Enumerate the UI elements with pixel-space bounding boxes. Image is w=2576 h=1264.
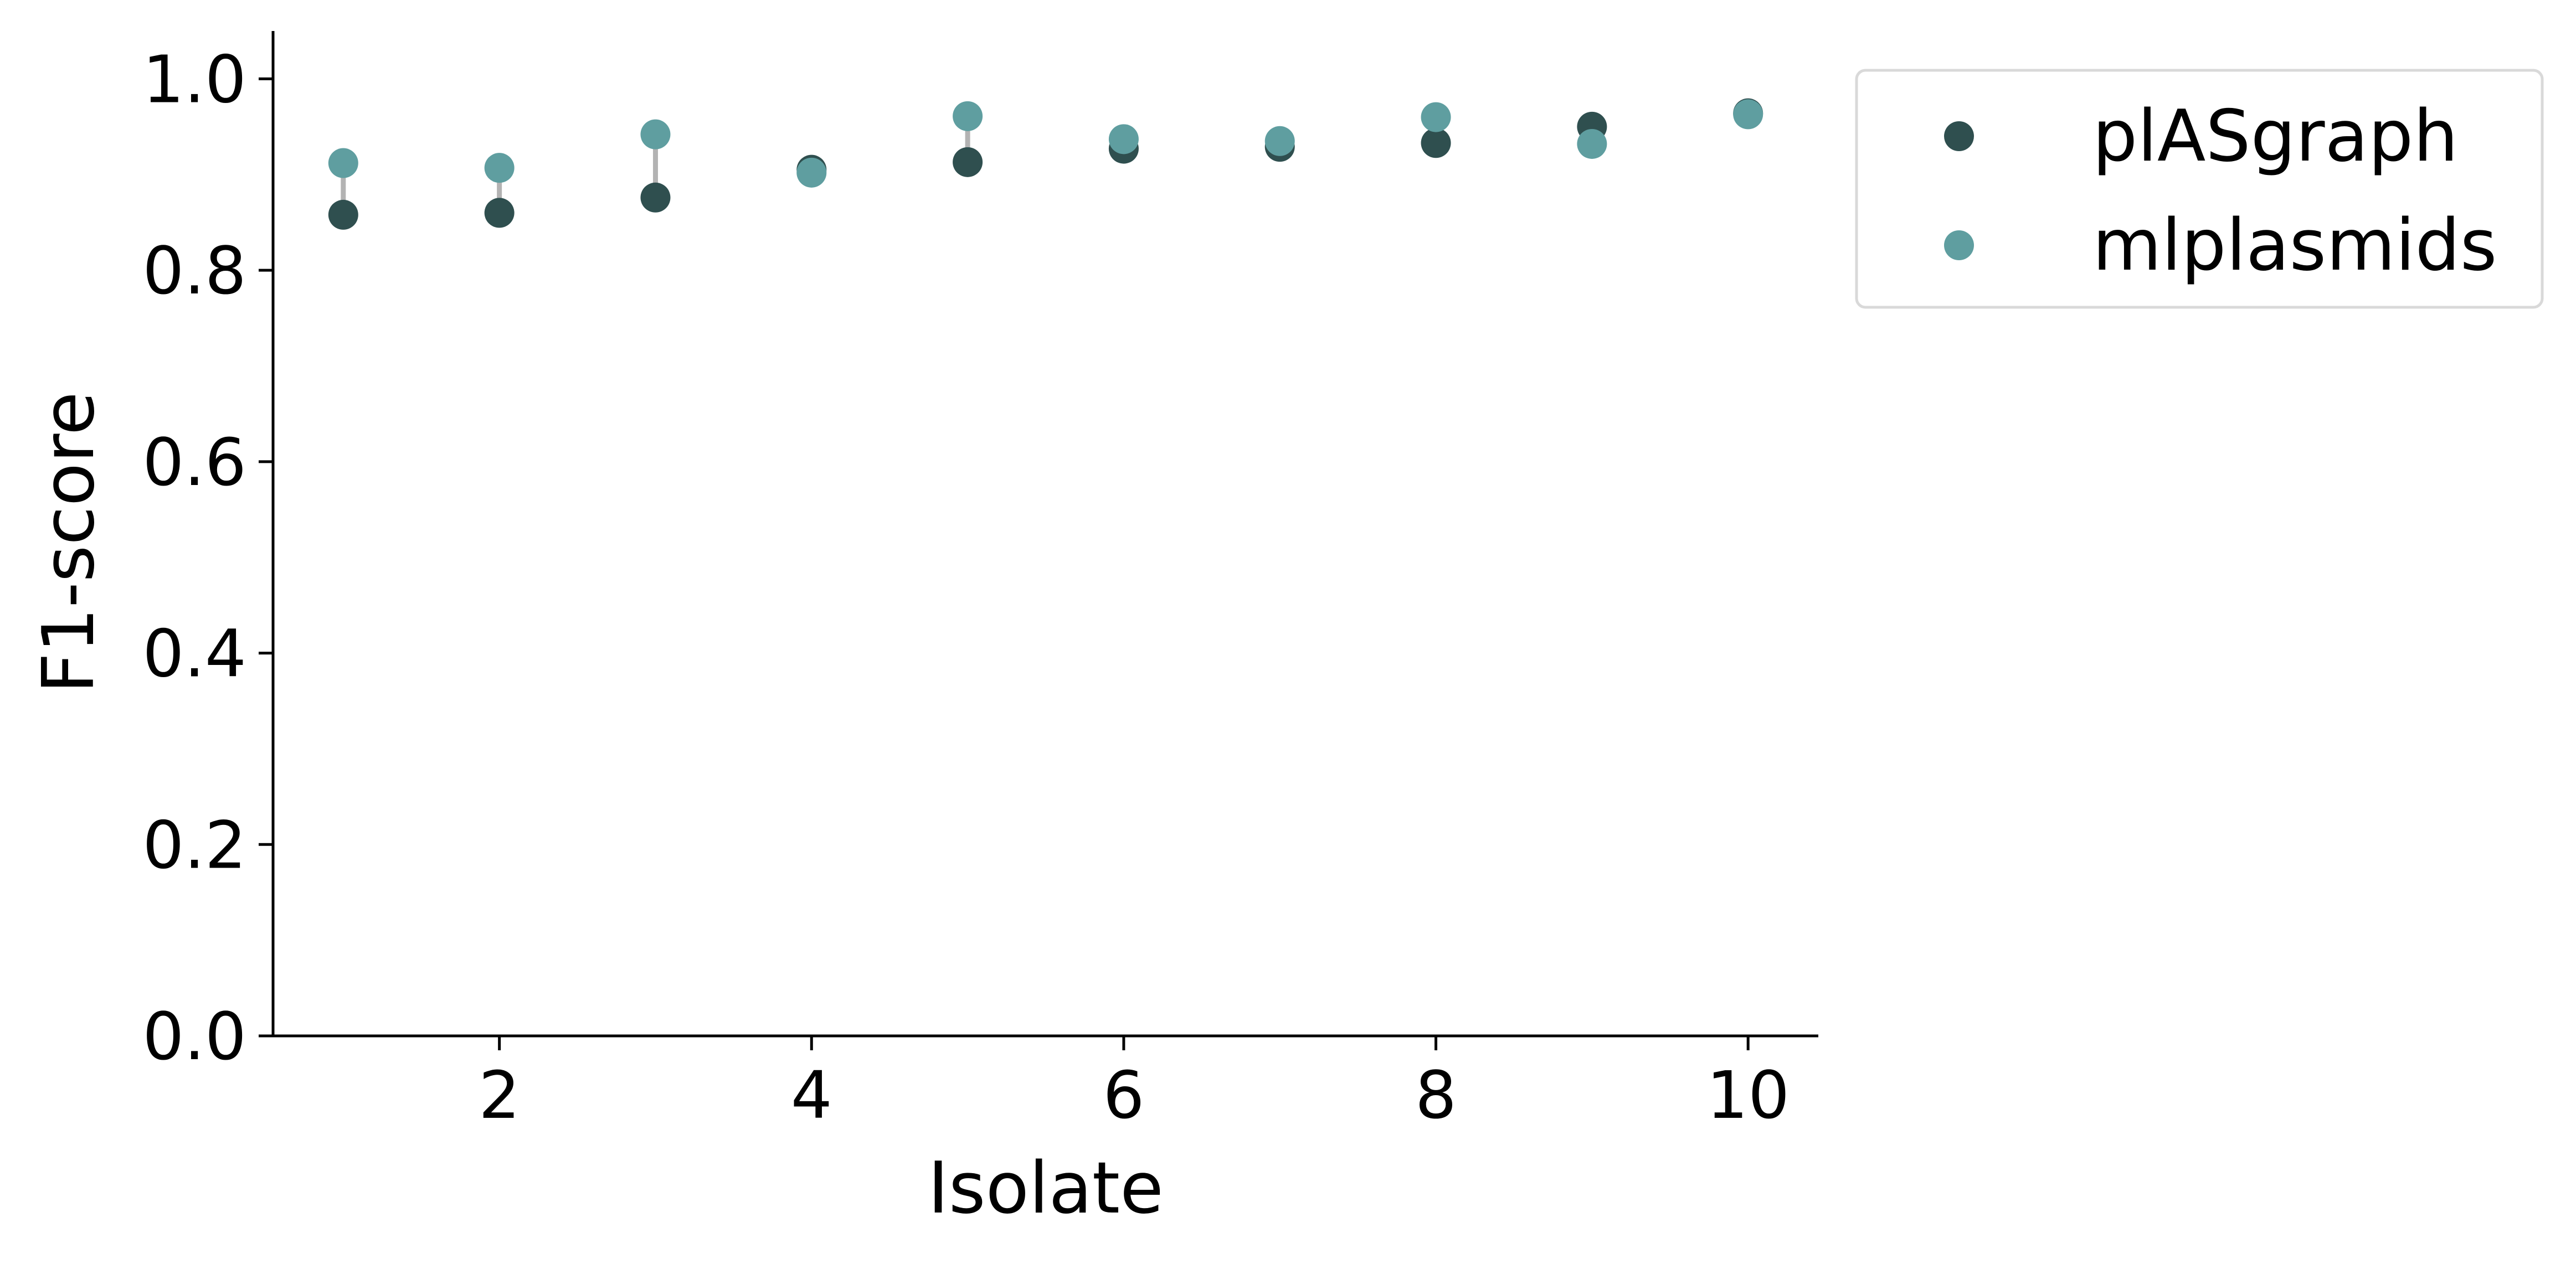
data-point-plasgraph [1421, 128, 1451, 158]
x-axis-label: Isolate [928, 1147, 1164, 1230]
data-point-mlplasmids [1577, 128, 1607, 159]
x-tick-label: 10 [1706, 1057, 1790, 1133]
legend-marker [1944, 121, 1974, 151]
data-point-mlplasmids [640, 119, 671, 149]
data-point-mlplasmids [1264, 126, 1295, 156]
data-point-mlplasmids [1733, 99, 1763, 130]
y-tick-label: 0.0 [142, 998, 246, 1075]
data-point-plasgraph [328, 199, 358, 230]
data-points [328, 98, 1763, 230]
y-tick-label: 1.0 [142, 41, 246, 117]
x-tick-label: 4 [791, 1057, 832, 1133]
y-axis-label: F1-score [28, 391, 110, 693]
legend-entries: plASgraph mlplasmids [1944, 95, 2497, 287]
data-point-mlplasmids [1421, 102, 1451, 132]
y-tick-label: 0.2 [142, 807, 246, 883]
y-axis-ticks: 0.0 0.2 0.4 0.6 0.8 1.0 [142, 41, 273, 1075]
data-point-mlplasmids [796, 157, 827, 188]
y-tick-label: 0.6 [142, 424, 246, 501]
legend-label: mlplasmids [2092, 204, 2497, 287]
y-tick-label: 0.4 [142, 616, 246, 692]
data-point-mlplasmids [1108, 124, 1139, 154]
data-point-plasgraph [640, 182, 671, 213]
y-tick-label: 0.8 [142, 233, 246, 309]
data-point-plasgraph [484, 198, 515, 228]
data-point-mlplasmids [484, 153, 515, 183]
legend-label: plASgraph [2092, 95, 2458, 178]
data-point-plasgraph [953, 147, 983, 177]
legend: plASgraph mlplasmids [1855, 69, 2544, 309]
data-point-mlplasmids [953, 101, 983, 131]
data-point-mlplasmids [328, 148, 358, 178]
x-tick-label: 6 [1103, 1057, 1144, 1133]
legend-box [1855, 69, 2544, 309]
legend-marker [1944, 230, 1974, 260]
connector-lines [341, 111, 1751, 218]
x-axis-ticks: 2 4 6 8 10 [479, 1036, 1790, 1133]
x-tick-label: 2 [479, 1057, 520, 1133]
x-tick-label: 8 [1415, 1057, 1457, 1133]
